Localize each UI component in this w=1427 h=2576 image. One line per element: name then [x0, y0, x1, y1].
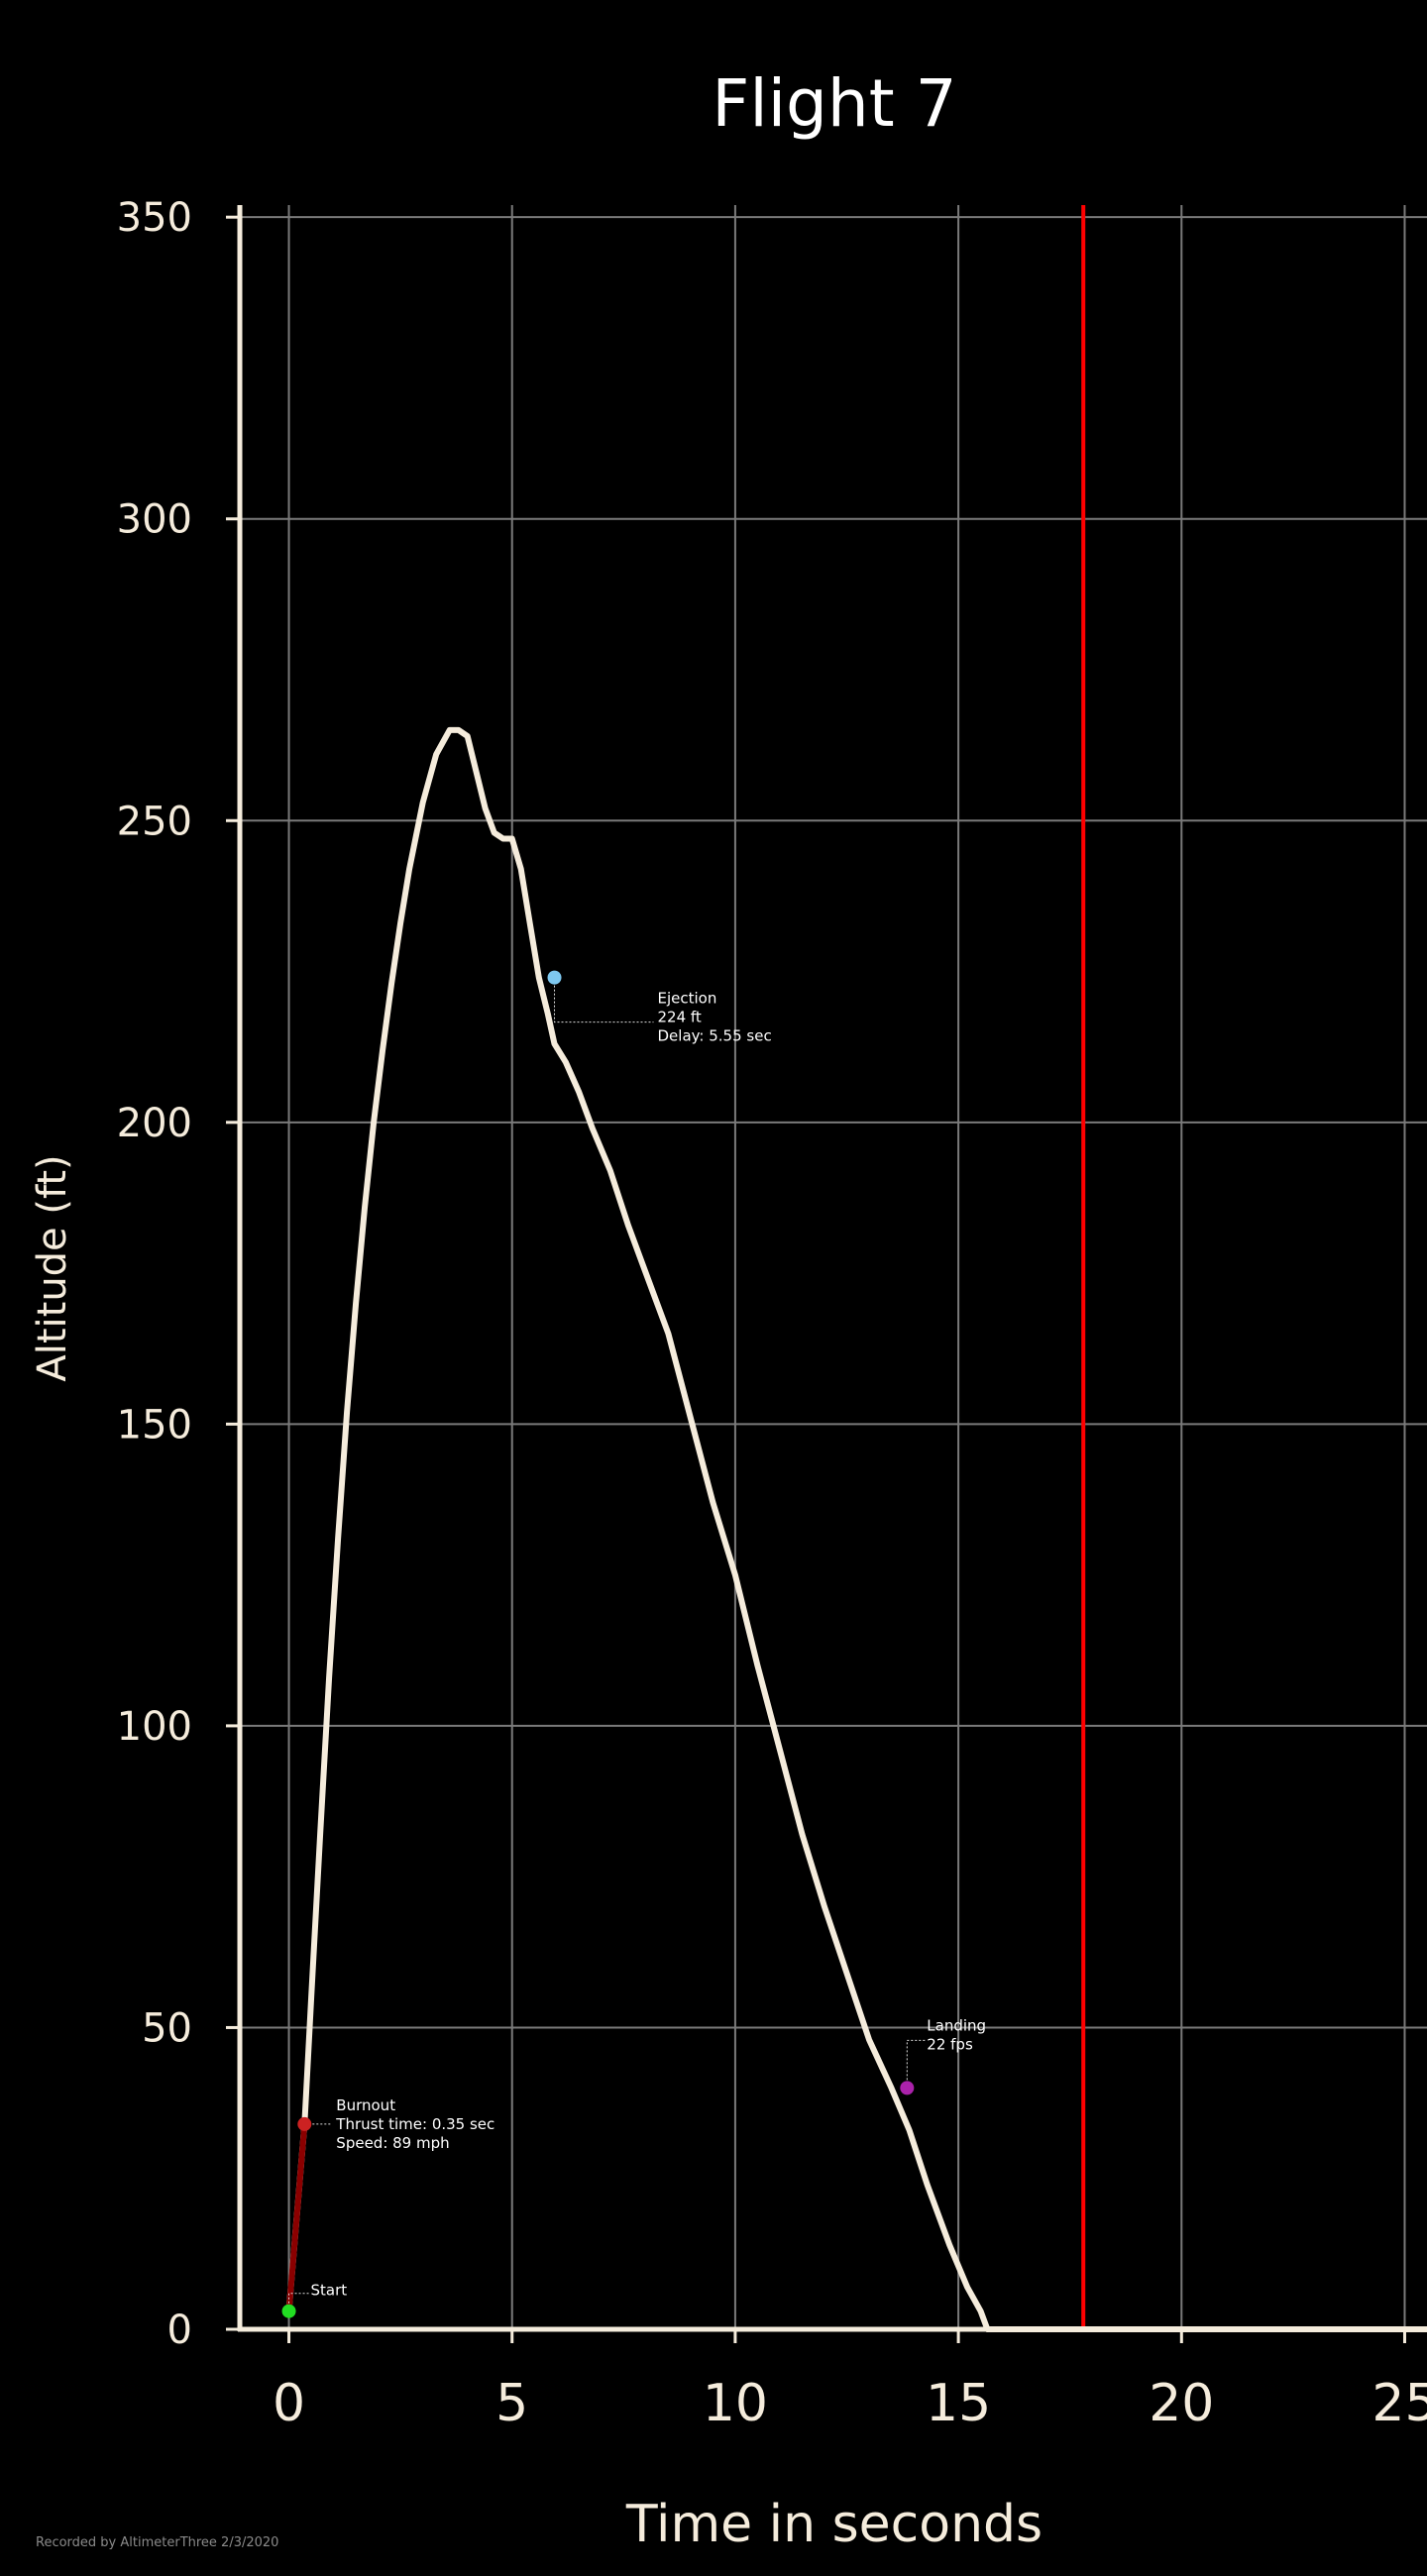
altitude-line	[285, 726, 991, 2332]
ejection-annotation-line-2: Delay: 5.55 sec	[658, 1027, 772, 1045]
y-tick-label-0: 0	[167, 2308, 192, 2353]
burnout-annotation-line-2: Speed: 89 mph	[336, 2134, 449, 2152]
x-tick-label-10: 10	[703, 2374, 768, 2433]
thrust-segment	[285, 2120, 308, 2314]
landing-annotation-line-0: Landing	[927, 2016, 986, 2034]
x-axis-label: Time in seconds	[625, 2495, 1043, 2554]
x-tick-label-0: 0	[273, 2374, 305, 2433]
x-tick-label-5: 5	[495, 2374, 528, 2433]
chart-title: Flight 7	[712, 65, 956, 142]
series	[285, 205, 1427, 2332]
footer-text: Recorded by AltimeterThree 2/3/2020	[36, 2535, 278, 2550]
y-tick-label-300: 300	[117, 497, 192, 543]
grid	[240, 205, 1427, 2330]
x-tick-label-15: 15	[926, 2374, 991, 2433]
landing-annotation-line-1: 22 fps	[927, 2035, 973, 2053]
y-axis-label: Altitude (ft)	[30, 1154, 75, 1381]
y-tick-label-350: 350	[117, 195, 192, 241]
y-tick-label-150: 150	[117, 1402, 192, 1448]
ejection-annotation-line-1: 224 ft	[658, 1009, 702, 1026]
burnout-marker	[297, 2116, 312, 2131]
y-tick-label-200: 200	[117, 1101, 192, 1146]
burnout-annotation-line-0: Burnout	[336, 2096, 395, 2114]
burnout-annotation-line-1: Thrust time: 0.35 sec	[335, 2115, 494, 2133]
start-annotation-line-0: Start	[311, 2282, 348, 2300]
landing-leader	[906, 2039, 928, 2089]
start-annotation: Start	[311, 2282, 348, 2300]
x-tick-label-25: 25	[1372, 2374, 1427, 2433]
y-tick-label-50: 50	[142, 2005, 192, 2051]
ejection-annotation-line-0: Ejection	[658, 990, 717, 1008]
y-tick-label-100: 100	[117, 1704, 192, 1750]
start-marker	[281, 2304, 296, 2318]
y-tick-label-250: 250	[117, 799, 192, 844]
x-tick-label-20: 20	[1149, 2374, 1214, 2433]
landing-marker	[900, 2081, 915, 2095]
ejection-leader	[554, 977, 654, 1023]
ejection-marker	[547, 970, 562, 985]
